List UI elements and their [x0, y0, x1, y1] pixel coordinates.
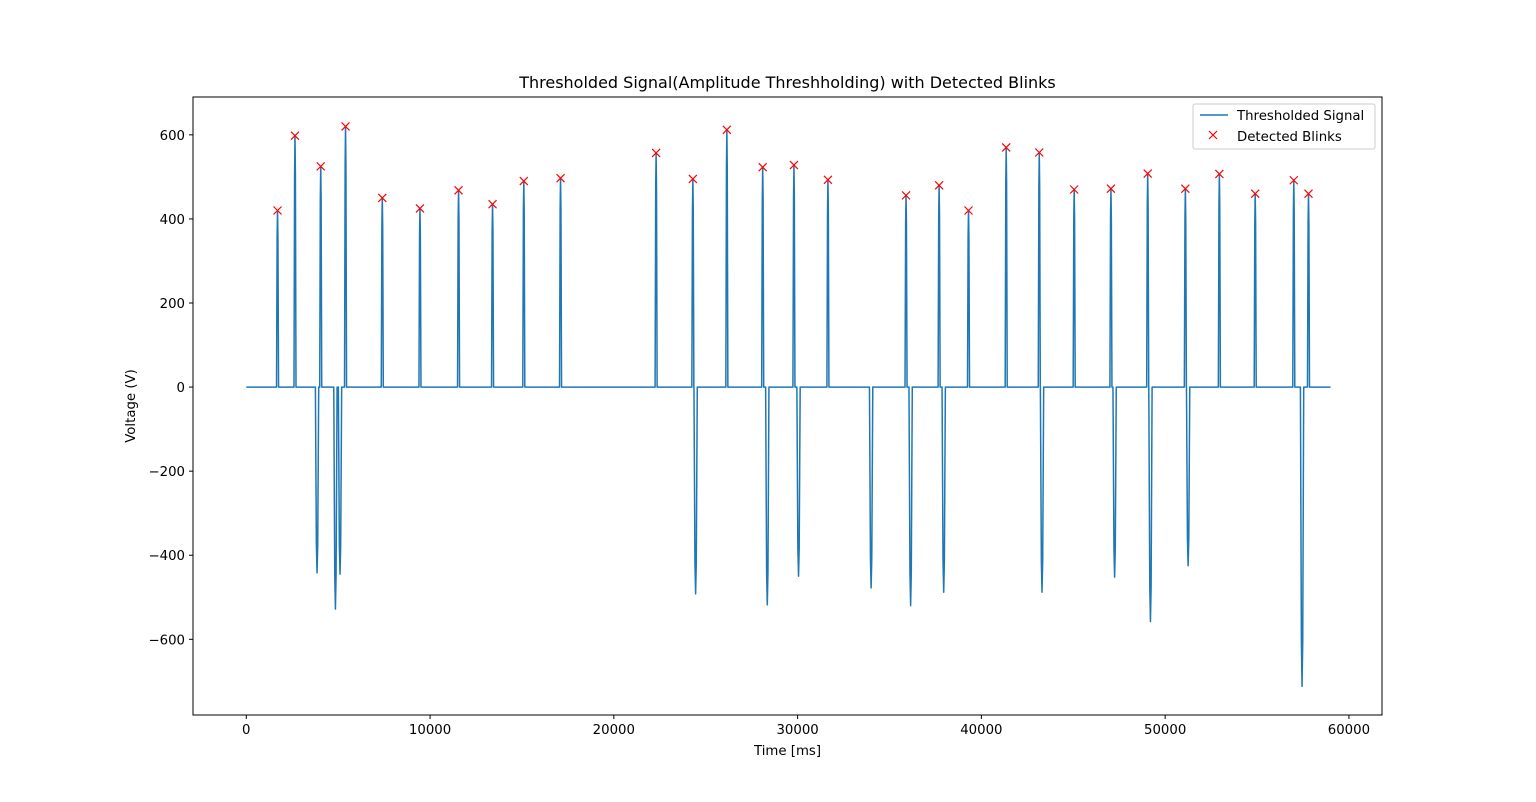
blink-marker	[290, 131, 300, 141]
x-axis-label: Time [ms]	[753, 744, 821, 759]
y-axis: −600 −400 −200 0 200 400 600	[148, 129, 193, 648]
x-tick-label: 30000	[776, 723, 818, 738]
chart-title: Thresholded Signal(Amplitude Threshholdi…	[518, 73, 1056, 92]
blink-marker	[1069, 185, 1079, 194]
x-tick-label: 50000	[1144, 723, 1186, 738]
blink-marker	[1180, 184, 1190, 194]
blink-marker	[1214, 169, 1224, 179]
blink-marker	[488, 199, 497, 209]
y-tick-label: −200	[148, 465, 185, 480]
blink-marker	[651, 148, 661, 158]
y-axis-label: Voltage (V)	[124, 369, 139, 443]
y-tick-label: 400	[160, 213, 185, 228]
blink-marker	[722, 125, 732, 135]
blink-marker	[1250, 189, 1260, 199]
y-tick-label: −600	[148, 633, 185, 648]
x-tick-label: 0	[242, 723, 250, 738]
plot-frame	[192, 96, 1383, 716]
legend: Thresholded Signal Detected Blinks	[1192, 103, 1376, 150]
blink-marker	[1001, 143, 1011, 152]
blink-marker	[273, 206, 282, 215]
legend-box	[1192, 103, 1376, 150]
plot-area	[246, 122, 1331, 688]
blink-marker	[901, 190, 911, 200]
y-tick-label: 0	[177, 381, 185, 396]
x-tick-label: 60000	[1328, 723, 1370, 738]
blink-marker	[964, 206, 973, 215]
blink-marker	[823, 175, 833, 185]
x-tick-label: 40000	[960, 723, 1002, 738]
blink-marker	[789, 160, 799, 170]
blink-marker	[454, 185, 463, 195]
blink-marker	[316, 161, 326, 171]
legend-entry-blinks: Detected Blinks	[1237, 130, 1342, 145]
blink-marker	[556, 173, 565, 183]
blink-marker	[1143, 169, 1153, 178]
blink-marker	[519, 176, 529, 186]
blink-marker	[688, 174, 698, 184]
blink-marker	[341, 122, 350, 131]
blink-marker	[377, 193, 387, 203]
y-tick-label: −400	[148, 549, 185, 564]
blink-marker	[934, 180, 944, 190]
y-tick-label: 600	[160, 129, 185, 144]
legend-entry-signal: Thresholded Signal	[1236, 109, 1364, 124]
blink-marker	[1289, 175, 1299, 185]
blink-marker	[758, 162, 768, 172]
blink-marker	[415, 203, 425, 213]
blink-marker	[1304, 189, 1313, 199]
y-tick-label: 200	[160, 297, 185, 312]
x-axis: 0 10000 20000 30000 40000 50000 60000	[242, 715, 1370, 738]
blink-marker	[1106, 184, 1116, 194]
legend-marker-swatch	[1208, 130, 1218, 140]
blink-marker	[1034, 148, 1044, 157]
x-tick-label: 20000	[593, 723, 635, 738]
x-tick-label: 10000	[409, 723, 451, 738]
